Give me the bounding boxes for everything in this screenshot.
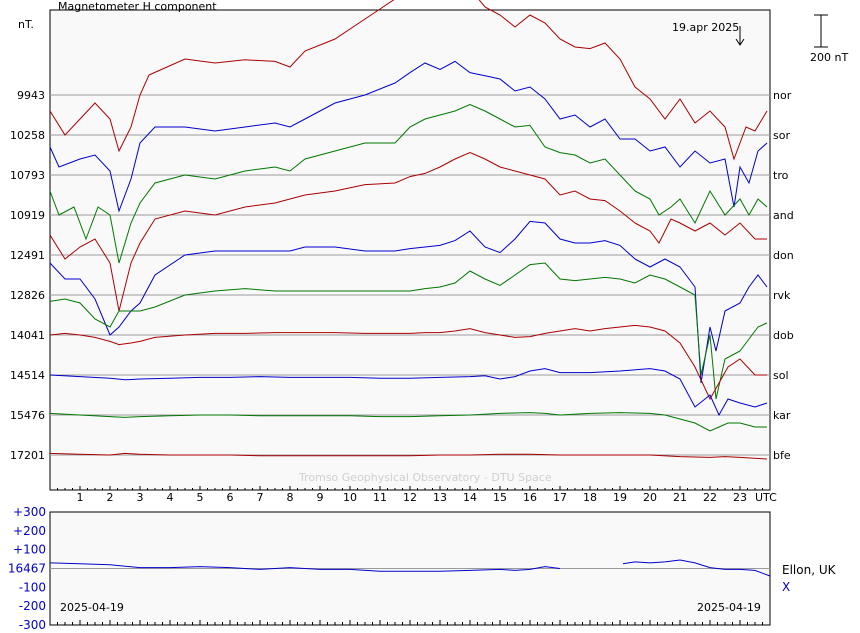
baseline-value-sor: 10258	[10, 129, 45, 142]
series-line-sol	[49, 368, 768, 417]
sub-y-tick-label: +100	[13, 543, 46, 557]
series-line-sor	[49, 60, 768, 213]
baseline-value-rvk: 12826	[10, 289, 45, 302]
x-tick-label-1: 1	[77, 491, 84, 504]
x-tick-label-7: 7	[257, 491, 264, 504]
x-tick-label-20: 20	[643, 491, 657, 504]
x-tick-label-15: 15	[493, 491, 507, 504]
x-tick-label-18: 18	[583, 491, 597, 504]
series-line-rvk	[49, 262, 768, 400]
x-tick-label-3: 3	[137, 491, 144, 504]
x-tick-label-16: 16	[523, 491, 537, 504]
series-line-tro	[49, 104, 768, 264]
x-tick-label-8: 8	[287, 491, 294, 504]
scale-bar-label: 200 nT	[810, 51, 848, 64]
station-label-kar: kar	[773, 409, 791, 422]
x-tick-label-17: 17	[553, 491, 567, 504]
sub-y-tick-label: +300	[13, 505, 46, 519]
series-line-nor	[49, 0, 768, 161]
x-tick-label-19: 19	[613, 491, 627, 504]
x-axis-unit: UTC	[755, 491, 777, 504]
x-tick-label-14: 14	[463, 491, 477, 504]
sub-y-tick-label: 16467	[8, 562, 46, 576]
end-date-label: 2025-04-19	[697, 601, 761, 614]
x-tick-label-10: 10	[343, 491, 357, 504]
x-tick-label-5: 5	[197, 491, 204, 504]
x-tick-label-23: 23	[733, 491, 747, 504]
component-label: X	[782, 580, 790, 594]
x-tick-label-11: 11	[373, 491, 387, 504]
baseline-value-nor: 9943	[17, 89, 45, 102]
baseline-value-and: 10919	[10, 209, 45, 222]
baseline-value-dob: 14041	[10, 329, 45, 342]
sub-y-tick-label: -300	[19, 618, 46, 632]
date-marker-arrow-icon	[735, 38, 745, 46]
x-tick-label-12: 12	[403, 491, 417, 504]
start-date-label: 2025-04-19	[60, 601, 124, 614]
date-label: 19.apr 2025	[672, 21, 739, 34]
station-label-and: and	[773, 209, 794, 222]
main-plot-area	[49, 9, 771, 491]
baseline-value-bfe: 17201	[10, 449, 45, 462]
station-label: Ellon, UK	[782, 563, 837, 577]
station-label-sor: sor	[773, 129, 790, 142]
x-tick-label-13: 13	[433, 491, 447, 504]
baseline-value-kar: 15476	[10, 409, 45, 422]
unit-label: nT.	[18, 18, 34, 31]
station-label-bfe: bfe	[773, 449, 791, 462]
watermark: Tromso Geophysical Observatory - DTU Spa…	[298, 471, 552, 484]
sub-series-line	[622, 559, 771, 577]
series-line-dob	[49, 324, 767, 401]
station-label-don: don	[773, 249, 794, 262]
x-tick-label-22: 22	[703, 491, 717, 504]
sub-y-tick-label: +200	[13, 524, 46, 538]
baseline-value-tro: 10793	[10, 169, 45, 182]
x-tick-label-2: 2	[107, 491, 114, 504]
station-label-tro: tro	[773, 169, 789, 182]
series-line-and	[49, 152, 767, 312]
station-label-nor: nor	[773, 89, 792, 102]
sub-y-tick-label: -200	[19, 599, 46, 613]
x-tick-label-4: 4	[167, 491, 174, 504]
series-line-kar	[49, 412, 767, 432]
chart-title: Magnetometer H component	[58, 0, 217, 13]
scale-bar: 200 nT	[810, 14, 848, 64]
x-tick-label-21: 21	[673, 491, 687, 504]
sub-y-tick-label: -100	[19, 580, 46, 594]
baseline-value-don: 12491	[10, 249, 45, 262]
x-tick-label-9: 9	[317, 491, 324, 504]
station-label-sol: sol	[773, 369, 789, 382]
x-tick-label-6: 6	[227, 491, 234, 504]
series-line-bfe	[49, 452, 768, 460]
station-label-rvk: rvk	[773, 289, 791, 302]
station-label-dob: dob	[773, 329, 794, 342]
sub-series-line	[49, 562, 561, 572]
baseline-value-sol: 14514	[10, 369, 45, 382]
